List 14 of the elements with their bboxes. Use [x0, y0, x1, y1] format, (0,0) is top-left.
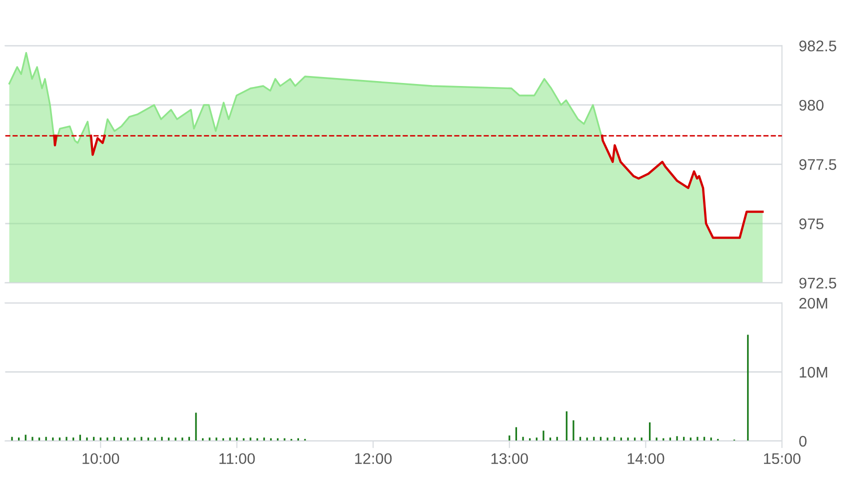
y-tick-label: 20M	[799, 298, 828, 309]
y-tick-label: 972.5	[799, 278, 836, 289]
y-tick-label: 10M	[800, 366, 828, 378]
y-tick-label: 0	[799, 436, 807, 447]
y-tick-label: 982.5	[799, 40, 836, 52]
y-tick-label: 975	[799, 218, 824, 230]
y-tick-label: 977.5	[799, 159, 836, 170]
x-tick-label: 12:00	[355, 453, 392, 464]
y-tick-label: 980	[799, 100, 824, 111]
x-tick-label: 13:00	[491, 453, 528, 464]
x-tick-label: 10:00	[82, 453, 120, 464]
x-tick-label: 14:00	[628, 453, 664, 464]
x-tick-label: 11:00	[219, 453, 255, 464]
x-tick-label: 15:00	[764, 453, 800, 464]
